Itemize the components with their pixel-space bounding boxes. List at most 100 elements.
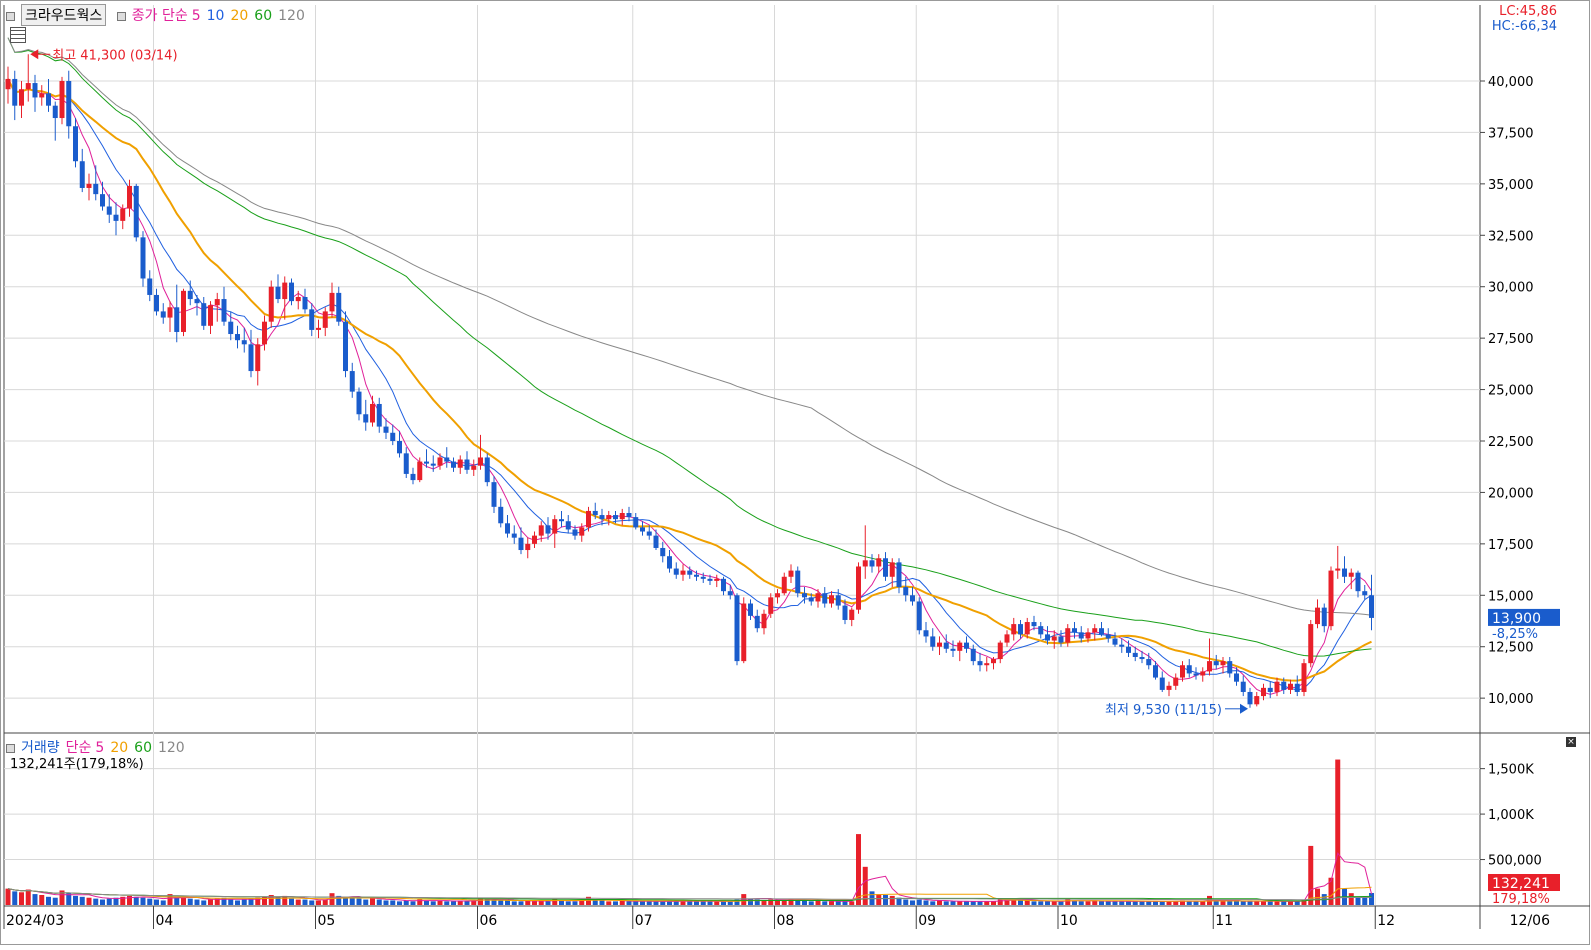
stock-name[interactable]: 크라우드웍스 xyxy=(21,4,107,26)
volume-bar xyxy=(957,901,963,905)
volume-bar xyxy=(147,898,153,905)
volume-bar xyxy=(808,901,814,905)
volume-bar xyxy=(275,896,281,905)
candle-body xyxy=(1045,634,1050,641)
volume-bar xyxy=(5,888,11,905)
candle-body xyxy=(1011,624,1017,635)
candle-body xyxy=(140,237,146,279)
candle-body xyxy=(1132,652,1138,657)
volume-tick-label: 500,000 xyxy=(1488,854,1542,869)
volume-bar xyxy=(1112,901,1118,905)
candle-body xyxy=(781,576,787,594)
volume-bar xyxy=(673,901,679,905)
candle-body xyxy=(1240,681,1246,692)
candle-body xyxy=(1058,636,1064,643)
candle-body xyxy=(1267,687,1273,692)
candle-body xyxy=(370,403,375,423)
ma-120: 120 xyxy=(278,8,305,24)
candle-body xyxy=(100,194,105,207)
candle-body xyxy=(815,593,821,602)
volume-bar xyxy=(518,901,524,905)
volume-bar xyxy=(1274,901,1280,905)
volume-bar xyxy=(984,901,990,905)
candle-body xyxy=(916,601,922,631)
volume-bar xyxy=(106,898,112,905)
price-tick-label: 20,000 xyxy=(1488,486,1534,501)
volume-bar xyxy=(86,897,92,905)
candle-body xyxy=(255,344,261,372)
date-label: 04 xyxy=(156,913,174,929)
volume-bar xyxy=(1200,901,1206,905)
last-volume-tag xyxy=(1488,874,1560,891)
candle-body xyxy=(1173,677,1179,686)
volume-bar xyxy=(289,898,294,905)
candle-body xyxy=(430,463,436,466)
volume-bar xyxy=(268,895,274,905)
volume-bar xyxy=(1180,900,1185,905)
candle-body xyxy=(1051,636,1057,641)
candle-body xyxy=(410,473,416,481)
candle-body xyxy=(714,578,720,581)
volume-bar xyxy=(1281,901,1287,905)
volume-bar xyxy=(160,900,166,905)
candle-body xyxy=(282,282,288,300)
volume-bar xyxy=(842,901,848,905)
volume-bar xyxy=(1092,900,1098,905)
volume-bar xyxy=(1240,901,1246,905)
volume-bar xyxy=(613,901,618,905)
candle-body xyxy=(316,327,321,330)
volume-bar xyxy=(505,900,510,905)
ma-line-120 xyxy=(7,37,1372,616)
volume-bar xyxy=(478,897,483,905)
volume-panel-close-icon[interactable]: × xyxy=(1566,737,1576,747)
date-label: 07 xyxy=(635,913,653,929)
volume-bar xyxy=(1261,901,1266,905)
volume-bar xyxy=(768,899,774,905)
volume-bar xyxy=(579,900,585,905)
candle-body xyxy=(1227,661,1233,674)
volume-bar xyxy=(187,898,193,905)
volume-bar xyxy=(235,900,240,905)
volume-bar xyxy=(349,897,355,905)
volume-bar xyxy=(829,901,834,905)
panel-menu-icon[interactable] xyxy=(6,11,15,21)
candle-body xyxy=(559,519,564,522)
candle-body xyxy=(1186,665,1192,674)
candle-body xyxy=(1288,683,1293,690)
volume-bar xyxy=(262,896,267,905)
lc-indicator: LC:45,86 xyxy=(1499,4,1557,19)
candle-body xyxy=(903,587,909,596)
volume-bar xyxy=(316,900,321,905)
volume-bar xyxy=(1247,900,1253,905)
candle-body xyxy=(505,523,510,534)
volume-bar xyxy=(1159,901,1165,905)
high-annotation: 최고 41,300 (03/14) xyxy=(52,48,177,63)
candle-body xyxy=(667,556,672,569)
candle-body xyxy=(5,78,11,90)
volume-menu-icon[interactable] xyxy=(6,743,15,753)
candle-body xyxy=(802,593,807,598)
candle-body xyxy=(1146,659,1152,666)
grid-table-icon[interactable] xyxy=(10,27,26,43)
volume-bar xyxy=(390,900,396,905)
volume-bar xyxy=(525,900,531,905)
vol-ma-20: 20 xyxy=(110,740,129,756)
candle-body xyxy=(275,286,281,300)
ma-menu-icon[interactable] xyxy=(116,11,126,21)
candle-body xyxy=(1092,628,1098,633)
candle-body xyxy=(235,334,240,341)
candle-body xyxy=(957,642,963,651)
volume-bar xyxy=(970,901,976,905)
candle-body xyxy=(930,636,936,647)
volume-bar xyxy=(545,901,551,905)
candle-body xyxy=(133,185,139,238)
candle-body xyxy=(32,83,38,98)
candle-body xyxy=(950,648,956,651)
candle-body xyxy=(268,286,274,322)
date-label: 12 xyxy=(1377,913,1395,929)
volume-panel-header: 거래량 단순 5 20 60 120 xyxy=(6,737,191,757)
volume-bar xyxy=(862,866,868,905)
candle-body xyxy=(262,321,267,345)
volume-bar xyxy=(356,898,362,905)
volume-bar xyxy=(73,895,78,905)
